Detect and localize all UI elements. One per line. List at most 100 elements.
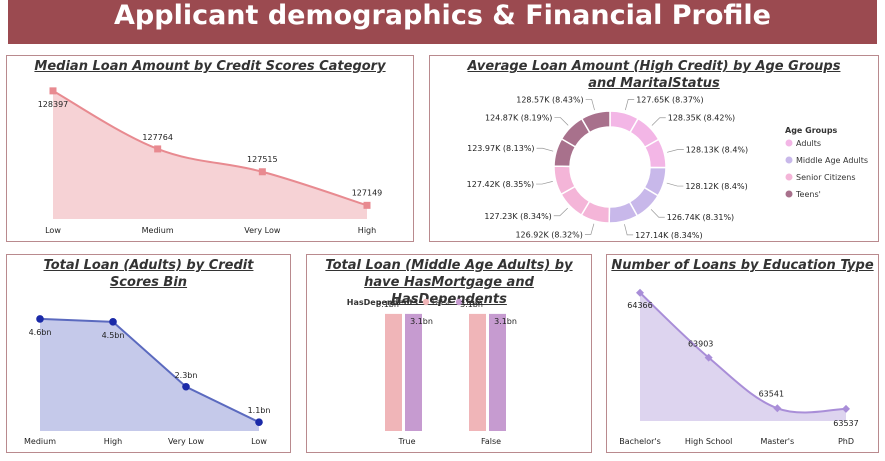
bar-value-label: 3.1bn: [410, 317, 433, 326]
adults-credit-card: Total Loan (Adults) by Credit Scores Bin…: [6, 254, 291, 453]
x-tick-label: Very Low: [168, 437, 205, 446]
x-tick-label: Low: [45, 226, 61, 235]
bar: [469, 313, 486, 431]
legend-label: Teens': [795, 190, 821, 199]
dashboard-title: Applicant demographics & Financial Profi…: [114, 0, 771, 31]
x-tick-label: Medium: [142, 226, 174, 235]
leader-line: [553, 207, 568, 217]
series-line: [39, 317, 260, 424]
bar-legend: HasDependents False True: [347, 298, 482, 307]
legend-swatch: [785, 173, 793, 181]
data-point: [363, 201, 371, 209]
x-tick-label: Low: [251, 437, 267, 446]
data-label: 63537: [833, 419, 858, 428]
x-tick-label: Medium: [24, 437, 56, 446]
leader-line: [536, 147, 554, 152]
leader-line: [554, 117, 569, 126]
area-fill: [53, 90, 367, 219]
slice-label: 127.65K (8.37%): [636, 95, 703, 104]
donut-title: Average Loan Amount (High Credit) by Age…: [467, 59, 841, 91]
data-point: [49, 87, 57, 95]
data-label: 128397: [38, 100, 69, 109]
leader-line: [584, 223, 595, 235]
median-credit-chart: 128397 Low 127764 Medium 127515 Very Low 12714…: [38, 87, 383, 235]
bar: [405, 313, 422, 431]
bar-value-label: 3.1bn: [376, 300, 399, 309]
slice-label: 126.92K (8.32%): [515, 230, 582, 239]
series-line: [639, 292, 847, 414]
area-fill: [640, 292, 846, 421]
leader-line: [667, 149, 684, 153]
data-label: 127149: [352, 188, 383, 197]
dashboard-banner: Applicant demographics & Financial Profi…: [8, 0, 877, 44]
donut-card: Average Loan Amount (High Credit) by Age…: [429, 55, 879, 242]
legend-swatch: [455, 298, 463, 306]
data-point: [704, 353, 713, 362]
x-tick-label: PhD: [838, 437, 854, 446]
data-label: 4.5bn: [102, 331, 125, 340]
data-label: 127515: [247, 155, 278, 164]
data-label: 63903: [688, 340, 713, 349]
slice-label: 128.13K (8.4%): [686, 146, 748, 155]
bar-value-label: 3.1bn: [460, 300, 483, 309]
legend-swatch: [785, 139, 793, 147]
adults-credit-chart: 4.6bn Medium 4.5bn High 2.3bn Very Low 1.1bn Lo…: [24, 315, 271, 446]
leader-line: [624, 224, 634, 236]
data-point: [636, 288, 644, 297]
legend-swatch: [422, 298, 430, 306]
median-credit-title: Median Loan Amount by Credit Scores Cate…: [34, 59, 386, 74]
middle-mortgage-chart: HasDependents False True3.1bn3.1bnTrue3.1b…: [347, 298, 517, 446]
leader-line: [585, 99, 595, 111]
slice-label: 128.35K (8.42%): [668, 114, 735, 123]
legend-label: Senior Citizens: [796, 173, 856, 182]
leader-line: [666, 182, 684, 187]
education-card: Number of Loans by Education Type 64366 B…: [606, 254, 879, 453]
bar: [489, 313, 506, 431]
legend-label: Middle Age Adults: [796, 156, 868, 165]
area-fill: [40, 318, 259, 431]
education-title: Number of Loans by Education Type: [611, 258, 874, 273]
x-tick-label: Bachelor's: [619, 437, 661, 446]
data-point: [255, 418, 263, 426]
data-label: 127764: [142, 133, 173, 142]
age-group-donut-chart: 127.65K (8.37%) 128.35K (8.42%) 128.13K (8…: [467, 95, 868, 240]
slice-label: 123.97K (8.13%): [467, 144, 534, 153]
education-chart: 64366 Bachelor's 63903 High School 63541 Mast…: [619, 288, 859, 446]
x-tick-label: High: [104, 437, 122, 446]
middle-mortgage-title: Total Loan (Middle Age Adults) by have H…: [325, 258, 573, 307]
slice-label: 127.42K (8.35%): [467, 180, 534, 189]
series-line: [52, 89, 368, 207]
adults-credit-title: Total Loan (Adults) by Credit Scores Bin: [43, 258, 254, 290]
x-tick-label: True: [398, 437, 416, 446]
legend-swatch: [785, 156, 793, 164]
legend-title: HasDependents: [347, 298, 418, 307]
leader-line: [650, 209, 665, 218]
data-label: 63541: [759, 389, 784, 398]
leader-line: [536, 181, 553, 185]
legend-swatch: [785, 190, 793, 198]
slice-label: 127.23K (8.34%): [484, 212, 551, 221]
data-point: [842, 404, 850, 413]
donut-legend: Age Groups Adults Middle Age Adults Senior …: [785, 126, 868, 199]
data-label: 1.1bn: [248, 406, 271, 415]
middle-mortgage-card: Total Loan (Middle Age Adults) by have H…: [306, 254, 592, 453]
slice-label: 124.87K (8.19%): [485, 114, 552, 123]
slice-label: 126.74K (8.31%): [667, 213, 734, 222]
x-tick-label: Master's: [760, 437, 794, 446]
legend-label: Adults: [796, 139, 821, 148]
data-point: [109, 318, 117, 326]
slice-label: 127.14K (8.34%): [635, 231, 702, 240]
median-credit-card: Median Loan Amount by Credit Scores Cate…: [6, 55, 414, 242]
data-point: [154, 145, 162, 153]
slice-label: 128.57K (8.43%): [516, 95, 583, 104]
x-tick-label: Very Low: [244, 226, 281, 235]
data-label: 2.3bn: [175, 371, 198, 380]
data-point: [182, 382, 190, 391]
x-tick-label: High: [358, 226, 376, 235]
leader-line: [651, 117, 666, 126]
x-tick-label: High School: [685, 437, 733, 446]
donut-slice: [580, 110, 611, 134]
legend-title: Age Groups: [785, 126, 838, 135]
data-point: [773, 404, 782, 413]
legend-label: False: [432, 298, 452, 307]
